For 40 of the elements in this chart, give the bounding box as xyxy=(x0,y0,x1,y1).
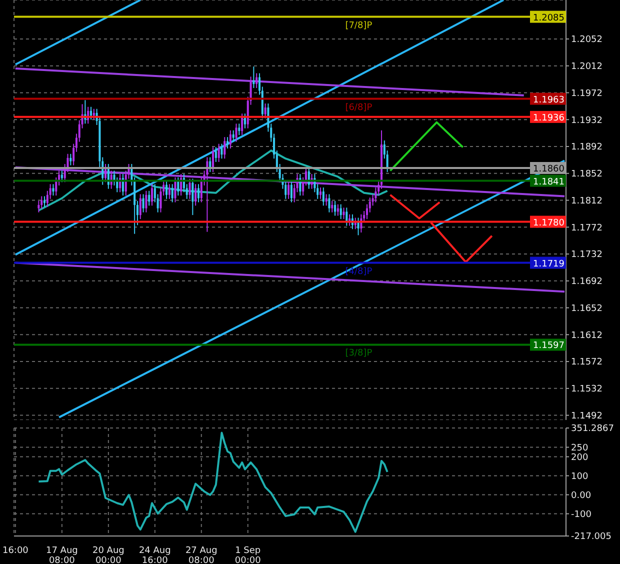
y-tick-label: 1.1652 xyxy=(571,304,602,314)
ref-line-label: 1.1963 xyxy=(533,95,564,106)
y-tick-label: 0.00 xyxy=(571,490,592,501)
y-tick-label: 1.1532 xyxy=(571,384,602,395)
x-tick-label: 24 Aug 16:00 xyxy=(138,546,171,564)
y-tick-label: 100 xyxy=(571,472,588,482)
y-tick-label: 1.1692 xyxy=(571,277,602,288)
annotation: [4/8]P xyxy=(345,266,373,277)
y-tick-label: 1.1572 xyxy=(571,358,602,368)
x-tick-label: 1 Sep 00:00 xyxy=(234,546,262,564)
y-tick-label: 1.1892 xyxy=(571,142,602,153)
y-tick-label: 1.1972 xyxy=(571,88,602,99)
y-tick-label: 250 xyxy=(571,443,588,454)
y-tick-label: -100 xyxy=(571,510,592,520)
y-tick-label: 1.2052 xyxy=(571,35,602,46)
x-tick-label: 27 Aug 08:00 xyxy=(185,546,218,564)
y-tick-label: -217.005 xyxy=(571,532,612,542)
x-tick-label: 16:00 xyxy=(2,546,29,556)
y-tick-label: 1.1852 xyxy=(571,170,602,180)
y-tick-label: 1.1612 xyxy=(571,330,602,341)
y-tick-label: 351.2867 xyxy=(571,424,614,434)
y-tick-label: 1.1772 xyxy=(571,223,602,234)
ref-line-label: 1.2085 xyxy=(533,13,564,24)
y-tick-label: 1.1932 xyxy=(571,116,602,126)
ref-line-label: 1.1841 xyxy=(533,177,564,188)
annotation: [6/8]P xyxy=(345,102,373,113)
ref-line-label: 1.1936 xyxy=(533,113,565,124)
x-tick-label: 20 Aug 00:00 xyxy=(92,546,124,564)
ref-line-label: 1.1719 xyxy=(533,259,565,270)
y-tick-label: 200 xyxy=(571,452,588,463)
ref-line-label: 1.1780 xyxy=(533,218,565,228)
y-tick-label: 1.1492 xyxy=(571,411,602,422)
annotation: [3/8]P xyxy=(345,348,373,359)
ref-line-label: 1.1860 xyxy=(533,164,565,174)
x-tick-label: 17 Aug 08:00 xyxy=(46,546,78,564)
y-tick-label: 1.2012 xyxy=(571,62,602,72)
ref-line-label: 1.1597 xyxy=(533,341,564,352)
annotation: [7/8]P xyxy=(345,20,373,31)
y-tick-label: 1.1812 xyxy=(571,196,602,206)
y-tick-label: 1.1732 xyxy=(571,250,602,260)
